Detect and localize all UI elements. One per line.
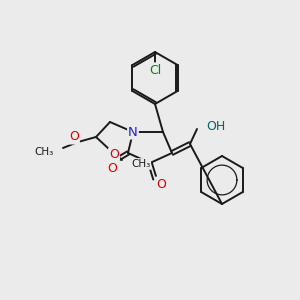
Text: CH₃: CH₃	[131, 159, 150, 169]
Text: O: O	[109, 148, 119, 161]
Text: CH₃: CH₃	[35, 147, 54, 157]
Text: O: O	[107, 163, 117, 176]
Text: O: O	[156, 178, 166, 190]
Text: O: O	[69, 130, 79, 143]
Text: OH: OH	[206, 119, 225, 133]
Text: Cl: Cl	[149, 64, 161, 76]
Text: N: N	[128, 125, 138, 139]
